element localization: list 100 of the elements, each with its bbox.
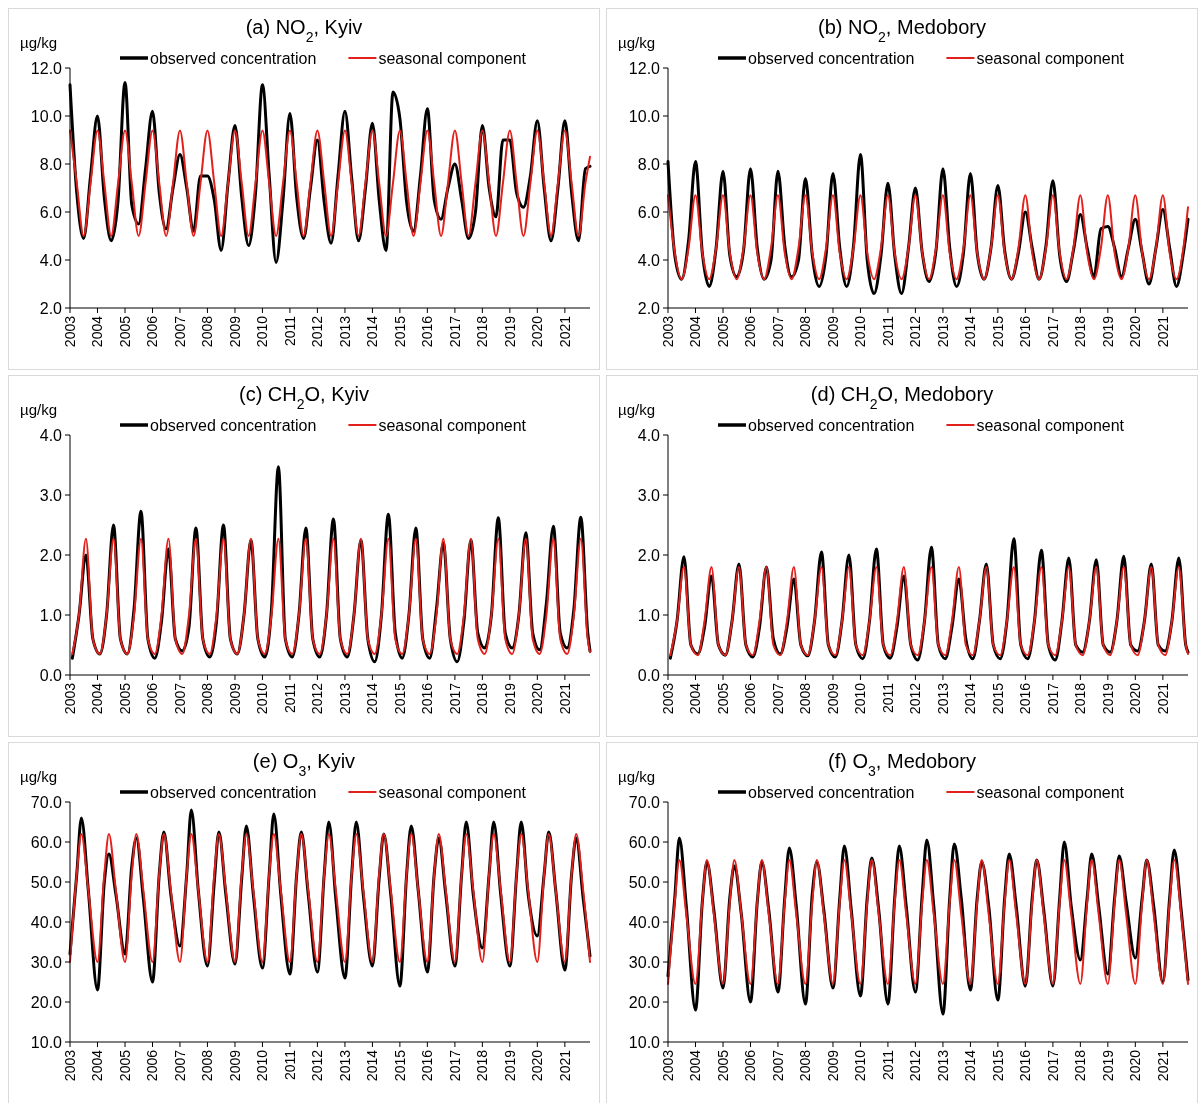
x-tick-label: 2019 — [501, 1049, 518, 1082]
x-tick-label: 2015 — [989, 315, 1006, 348]
chart-title: (c) CH$_{2}$O, Kyiv — [238, 383, 370, 412]
x-tick-label: 2007 — [769, 315, 786, 348]
x-tick-label: 2003 — [61, 682, 78, 715]
x-tick-label: 2005 — [714, 682, 731, 715]
legend-label: seasonal component — [976, 783, 1125, 801]
x-tick-label: 2021 — [556, 315, 573, 348]
x-tick-label: 2005 — [116, 1049, 133, 1082]
y-axis-title: µg/kg — [618, 34, 655, 51]
x-tick-label: 2009 — [824, 1049, 841, 1082]
x-tick-label: 2021 — [556, 1049, 573, 1082]
x-tick-label: 2003 — [61, 315, 78, 348]
x-tick-label: 2019 — [1099, 315, 1116, 348]
x-tick-label: 2009 — [226, 1049, 243, 1082]
x-tick-label: 2004 — [89, 1049, 106, 1082]
x-tick-label: 2007 — [769, 682, 786, 715]
x-tick-label: 2018 — [1072, 315, 1089, 348]
y-axis-title: µg/kg — [20, 34, 57, 51]
x-tick-label: 2008 — [797, 315, 814, 348]
y-tick-label: 30.0 — [628, 953, 661, 971]
y-tick-label: 4.0 — [637, 251, 661, 269]
x-tick-label: 2013 — [934, 1049, 951, 1082]
legend-label: observed concentration — [748, 49, 915, 67]
x-tick-label: 2005 — [116, 682, 133, 715]
x-tick-label: 2019 — [501, 315, 518, 348]
y-tick-label: 4.0 — [39, 251, 63, 269]
x-tick-label: 2017 — [1044, 1049, 1061, 1082]
x-tick-label: 2019 — [1099, 682, 1116, 715]
x-tick-label: 2013 — [336, 315, 353, 348]
x-tick-label: 2010 — [254, 315, 271, 348]
y-tick-label: 8.0 — [39, 155, 63, 173]
legend-label: observed concentration — [748, 783, 915, 801]
x-tick-label: 2015 — [391, 1049, 408, 1082]
x-tick-label: 2010 — [852, 1049, 869, 1082]
y-tick-label: 2.0 — [39, 546, 63, 564]
x-tick-label: 2016 — [1017, 682, 1034, 715]
legend-label: observed concentration — [150, 783, 317, 801]
x-tick-label: 2013 — [934, 682, 951, 715]
y-tick-label: 2.0 — [637, 299, 661, 317]
x-tick-label: 2008 — [199, 682, 216, 715]
legend-label: observed concentration — [150, 49, 317, 67]
y-axis-title: µg/kg — [618, 768, 655, 785]
y-tick-label: 0.0 — [637, 666, 661, 684]
x-tick-label: 2018 — [474, 1049, 491, 1082]
y-tick-label: 70.0 — [30, 793, 63, 811]
x-tick-label: 2012 — [907, 682, 924, 715]
x-tick-label: 2016 — [419, 682, 436, 715]
x-tick-label: 2010 — [254, 682, 271, 715]
x-tick-label: 2018 — [474, 682, 491, 715]
x-tick-label: 2012 — [309, 315, 326, 348]
y-tick-label: 8.0 — [637, 155, 661, 173]
x-tick-label: 2020 — [529, 1049, 546, 1082]
y-tick-label: 20.0 — [30, 993, 63, 1011]
x-tick-label: 2003 — [659, 1049, 676, 1082]
x-tick-label: 2006 — [742, 315, 759, 348]
x-tick-label: 2006 — [144, 682, 161, 715]
x-tick-label: 2003 — [659, 682, 676, 715]
y-tick-label: 6.0 — [39, 203, 63, 221]
x-tick-label: 2005 — [714, 315, 731, 348]
x-tick-label: 2021 — [1154, 1049, 1171, 1082]
x-tick-label: 2011 — [281, 682, 298, 714]
x-tick-label: 2003 — [61, 1049, 78, 1082]
x-tick-label: 2006 — [742, 1049, 759, 1082]
x-tick-label: 2006 — [144, 1049, 161, 1082]
x-tick-label: 2014 — [962, 315, 979, 348]
y-tick-label: 4.0 — [39, 426, 63, 444]
legend-label: seasonal component — [976, 416, 1125, 434]
x-tick-label: 2004 — [687, 315, 704, 348]
legend-label: observed concentration — [150, 416, 317, 434]
x-tick-label: 2015 — [989, 1049, 1006, 1082]
x-tick-label: 2015 — [391, 682, 408, 715]
x-tick-label: 2010 — [852, 682, 869, 715]
y-tick-label: 10.0 — [30, 1033, 63, 1051]
x-tick-label: 2016 — [1017, 315, 1034, 348]
x-tick-label: 2006 — [144, 315, 161, 348]
x-tick-label: 2004 — [687, 682, 704, 715]
x-tick-label: 2008 — [199, 1049, 216, 1082]
x-tick-label: 2019 — [501, 682, 518, 715]
chart-title: (e) O$_{3}$, Kyiv — [252, 750, 356, 779]
x-tick-label: 2017 — [1044, 315, 1061, 348]
y-tick-label: 50.0 — [628, 873, 661, 891]
x-tick-label: 2007 — [171, 682, 188, 715]
y-tick-label: 50.0 — [30, 873, 63, 891]
y-tick-label: 12.0 — [30, 59, 63, 77]
x-tick-label: 2010 — [254, 1049, 271, 1082]
x-tick-label: 2011 — [879, 315, 896, 347]
x-tick-label: 2021 — [1154, 315, 1171, 348]
y-tick-label: 10.0 — [30, 107, 63, 125]
x-tick-label: 2016 — [419, 1049, 436, 1082]
x-tick-label: 2014 — [962, 1049, 979, 1082]
x-tick-label: 2021 — [1154, 682, 1171, 715]
x-tick-label: 2019 — [1099, 1049, 1116, 1082]
x-tick-label: 2018 — [1072, 682, 1089, 715]
y-tick-label: 10.0 — [628, 107, 661, 125]
y-tick-label: 2.0 — [637, 546, 661, 564]
x-tick-label: 2010 — [852, 315, 869, 348]
x-tick-label: 2007 — [171, 315, 188, 348]
chart-title: (b) NO$_{2}$, Medobory — [818, 16, 986, 45]
x-tick-label: 2014 — [962, 682, 979, 715]
